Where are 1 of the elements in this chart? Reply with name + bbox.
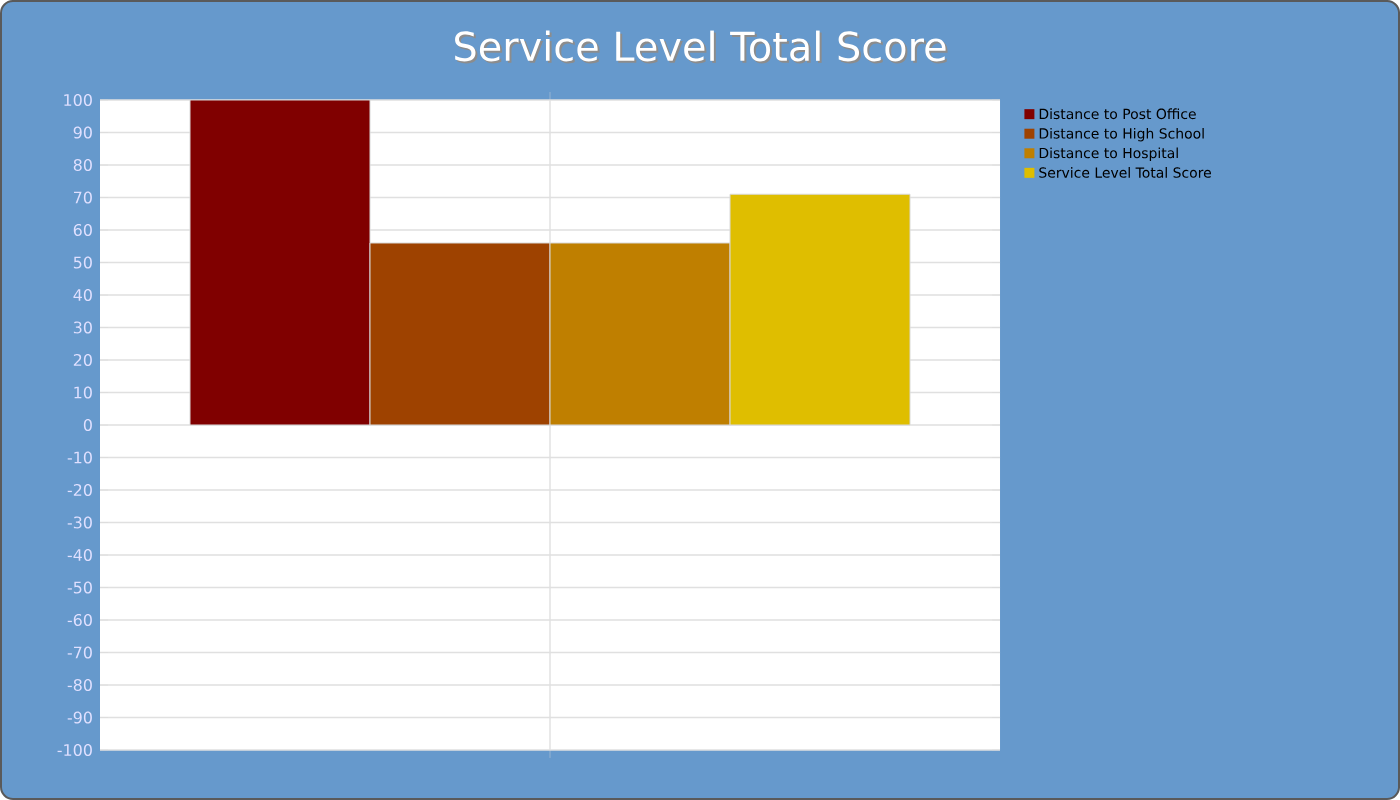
chart-title: Service Level Total Score xyxy=(457,32,948,64)
